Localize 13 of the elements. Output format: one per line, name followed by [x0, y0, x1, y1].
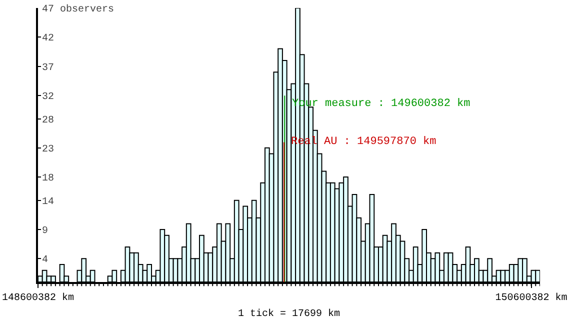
y-tick-label: 18	[42, 174, 54, 185]
y-tick-label: 37	[42, 62, 54, 74]
x-tick-label: 148600382 km	[2, 292, 74, 304]
y-tick-label: 42	[42, 34, 54, 45]
y-tick-label: 28	[42, 115, 54, 126]
y-tick-label: 23	[42, 144, 54, 156]
y-tick-label: 4	[42, 255, 48, 266]
x-axis-title: 1 tick = 17699 km	[238, 308, 340, 320]
x-tick-label: 150600382 km	[495, 292, 568, 304]
y-tick-label: 32	[42, 92, 54, 103]
y-tick-label: 9	[42, 226, 48, 238]
y-tick-label: 14	[42, 196, 54, 208]
y-tick-label: 47 observers	[42, 4, 114, 16]
